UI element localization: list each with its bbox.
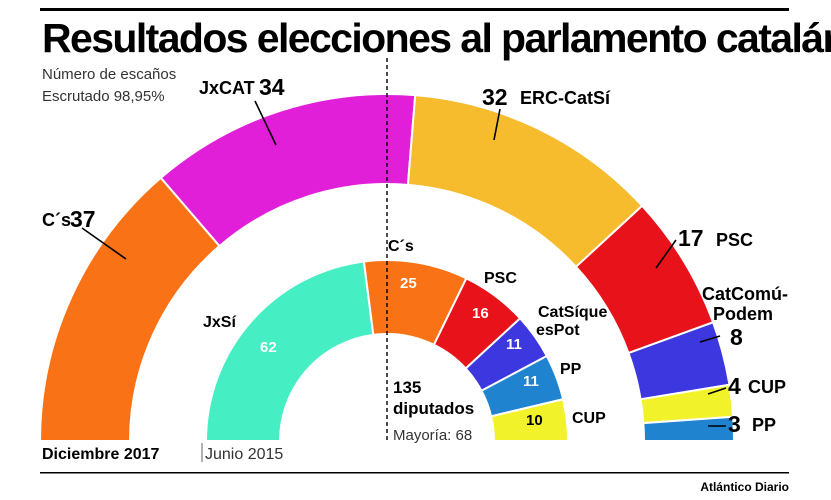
majority-text: Mayoría: 68 <box>393 427 472 444</box>
label-catcomu-line-2: Podem <box>713 304 773 324</box>
subtitle-line-1: Número de escaños <box>42 66 176 83</box>
leader-line-jxcat <box>254 100 277 146</box>
value-pp-2017: 3 <box>728 411 741 437</box>
footer-rule <box>40 472 789 474</box>
leader-line-erc-cats <box>493 108 501 141</box>
value-cup-2017: 4 <box>728 373 741 399</box>
value-jxsi-2015: 62 <box>260 339 277 356</box>
inner-chart-title: Junio 2015 <box>205 446 283 463</box>
value-cs-2015: 25 <box>400 275 417 292</box>
subtitle-line-2: Escrutado 98,95% <box>42 88 165 105</box>
label-pp-2015: PP <box>560 361 582 378</box>
label-cup-2017: CUP <box>748 377 786 397</box>
label-jxsi-2015: JxSí <box>203 314 236 331</box>
seat-segment-jxcat-2017 <box>159 93 417 248</box>
inner-labels: JxSí 62 C´s 25 PSC 16 CatSíque esPot 11 … <box>203 238 607 429</box>
leader-line-catcom-podem <box>699 335 721 343</box>
value-cup-2015: 10 <box>526 412 543 429</box>
label-catsique-line-2: esPot <box>536 322 580 339</box>
total-label: diputados <box>393 399 474 418</box>
label-catsique-line-1: CatSíque <box>538 304 607 321</box>
value-psc-2017: 17 <box>678 225 704 251</box>
value-erc-2017: 32 <box>482 84 508 110</box>
chart-title: Resultados elecciones al parlamento cata… <box>42 15 831 61</box>
title-top-rule <box>40 8 789 11</box>
value-catsique-2015: 11 <box>506 336 522 353</box>
inner-ring-2015 <box>204 259 570 442</box>
label-erc-2017: ERC-CatSí <box>520 88 611 108</box>
label-psc-2015: PSC <box>484 270 517 287</box>
seat-segment-jxs-2015 <box>204 260 375 442</box>
seat-segment-pp-2017 <box>642 415 736 442</box>
outer-labels: C´s 37 JxCAT 34 32 ERC-CatSí 17 PSC CatC… <box>42 74 788 437</box>
value-catcomu-2017: 8 <box>730 324 743 350</box>
label-catcomu-line-1: CatComú- <box>702 284 788 304</box>
label-jxcat-2017: JxCAT <box>199 78 255 98</box>
outer-chart-title: Diciembre 2017 <box>42 446 160 463</box>
label-cs-2017: C´s <box>42 210 71 230</box>
label-cs-2015: C´s <box>388 238 414 255</box>
seat-segment-cup-2015 <box>489 398 570 442</box>
outer-ring-2017 <box>38 93 736 442</box>
value-psc-2015: 16 <box>472 305 489 322</box>
value-jxcat-2017: 34 <box>259 74 285 100</box>
leader-line-c-s <box>81 227 127 260</box>
value-pp-2015: 11 <box>523 373 539 390</box>
leader-line-psc <box>655 239 677 269</box>
label-psc-2017: PSC <box>716 230 753 250</box>
leader-line-cup <box>707 387 727 395</box>
total-number: 135 <box>393 378 421 397</box>
label-cup-2015: CUP <box>572 410 606 427</box>
label-pp-2017: PP <box>752 415 776 435</box>
source-credit: Atlántico Diario <box>700 480 789 494</box>
